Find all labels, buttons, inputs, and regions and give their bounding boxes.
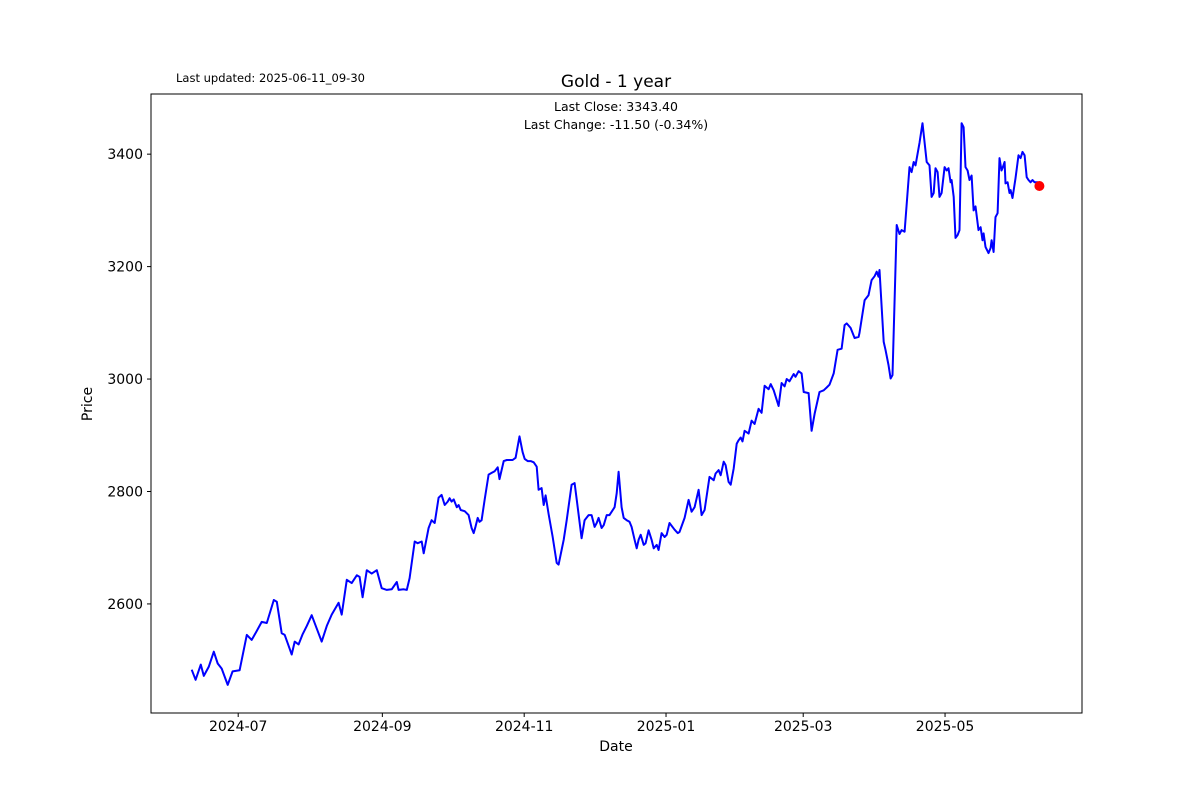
plot-area xyxy=(150,93,1083,714)
y-tick-label: 3200 xyxy=(107,260,143,276)
y-axis-label: Price xyxy=(80,387,96,421)
x-tick-label: 2024-11 xyxy=(495,719,554,735)
y-tick-label: 2600 xyxy=(107,597,143,613)
y-tick-label: 3400 xyxy=(107,147,143,163)
last-updated-text: Last updated: 2025-06-11_09-30 xyxy=(176,71,365,85)
x-tick-label: 2025-05 xyxy=(916,719,975,735)
annotation-last-change: Last Change: -11.50 (-0.34%) xyxy=(524,117,708,132)
annotation-last-close: Last Close: 3343.40 xyxy=(554,99,678,114)
chart-title: Gold - 1 year xyxy=(561,72,671,92)
x-tick-label: 2025-03 xyxy=(774,719,833,735)
x-tick-label: 2024-09 xyxy=(353,719,412,735)
y-tick-label: 3000 xyxy=(107,372,143,388)
x-axis-label: Date xyxy=(599,739,632,755)
x-tick-label: 2024-07 xyxy=(209,719,268,735)
x-tick-label: 2025-01 xyxy=(637,719,696,735)
price-line-series xyxy=(190,122,1041,686)
last-price-marker xyxy=(1034,181,1045,191)
ticks-layer: 2024-07 2024-09 2024-11 2025-01 2025-03 2025-… xyxy=(107,147,974,735)
y-tick-label: 2800 xyxy=(107,484,143,500)
